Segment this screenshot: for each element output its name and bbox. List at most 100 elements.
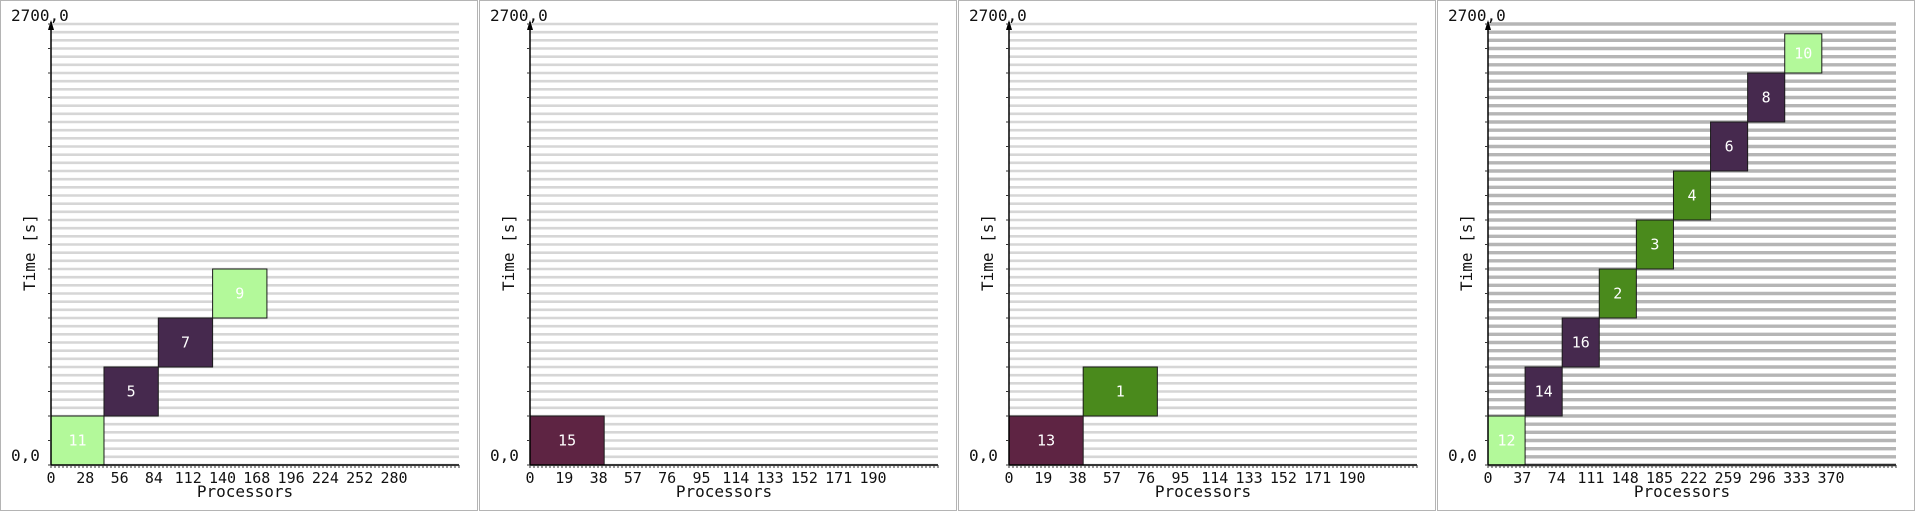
x-axis-label: Processors: [1155, 482, 1251, 501]
job-label-9: 9: [235, 285, 244, 303]
y-bottom-label: 0,0: [490, 446, 519, 465]
x-tick-label: 74: [1548, 469, 1566, 487]
x-tick-label: 84: [145, 469, 163, 487]
job-block-8: [1747, 72, 1786, 123]
y-axis-label: Time [s]: [499, 214, 518, 291]
job-block-16: [1561, 317, 1600, 368]
y-bottom-label: 0,0: [1448, 446, 1477, 465]
x-tick-label: 57: [624, 469, 642, 487]
x-tick-label: 185: [1646, 469, 1673, 487]
x-tick-label: 95: [1171, 469, 1189, 487]
job-block-3: [1635, 219, 1674, 270]
job-label-7: 7: [181, 334, 190, 352]
x-tick-label: 56: [111, 469, 129, 487]
y-bottom-label: 0,0: [11, 446, 40, 465]
chart-svg-1: 11 5 7 9 0 28 56 84 112 140 168 196 224 252 280 Process…: [11, 6, 460, 501]
x-tick-label: 112: [175, 469, 202, 487]
job-block-15: [529, 415, 605, 466]
chart-svg-3: 13 1 0 19 38 57 76 95 114 133 152 171 190 Processors T…: [969, 6, 1418, 501]
job-block-4: [1672, 170, 1712, 221]
y-axis-arrow: [1006, 20, 1012, 30]
job-label-1: 1: [1116, 383, 1125, 401]
x-tick-label: 38: [590, 469, 608, 487]
x-tick-label: 28: [76, 469, 94, 487]
job-block-6: [1710, 121, 1749, 172]
x-tick-label: 37: [1513, 469, 1531, 487]
x-tick-label: 114: [1201, 469, 1228, 487]
x-tick-label: 259: [1715, 469, 1742, 487]
job-block-14: [1524, 366, 1563, 417]
y-top-label: 2700,0: [490, 6, 548, 25]
chart-panel-2: 15 0 19 38 57 76 95 114 133 152 171 190 Processors Ti…: [479, 0, 957, 511]
x-tick-label: 133: [757, 469, 784, 487]
chart-panel-4: 12 14 16 2 3 4 6 8 10 0 37 74 111 148 185 222 259 296 333 3…: [1437, 0, 1915, 511]
x-tick-label: 168: [243, 469, 270, 487]
chart-svg-2: 15 0 19 38 57 76 95 114 133 152 171 190 Processors Ti…: [490, 6, 939, 501]
x-tick-label: 171: [825, 469, 852, 487]
y-axis-arrow: [48, 20, 54, 30]
x-tick-label: 190: [859, 469, 886, 487]
y-top-label: 2700,0: [969, 6, 1027, 25]
y-top-label: 2700,0: [1448, 6, 1506, 25]
x-tick-label: 57: [1103, 469, 1121, 487]
x-tick-label: 148: [1612, 469, 1639, 487]
x-tick-label: 152: [1270, 469, 1297, 487]
x-tick-label: 76: [1137, 469, 1155, 487]
job-block-5: [103, 366, 159, 417]
x-tick-label: 0: [46, 469, 55, 487]
x-tick-label: 296: [1749, 469, 1776, 487]
job-label-11: 11: [68, 432, 86, 450]
x-tick-label: 196: [278, 469, 305, 487]
x-tick-label: 111: [1577, 469, 1604, 487]
x-tick-label: 152: [791, 469, 818, 487]
x-tick-label: 19: [555, 469, 573, 487]
job-label-2: 2: [1613, 285, 1622, 303]
x-tick-label: 133: [1236, 469, 1263, 487]
x-axis-label: Processors: [1634, 482, 1730, 501]
job-label-13: 13: [1037, 432, 1055, 450]
job-block-10: [1784, 33, 1823, 74]
x-tick-label: 190: [1338, 469, 1365, 487]
job-block-1: [1082, 366, 1158, 417]
y-axis-label: Time [s]: [20, 214, 39, 291]
x-tick-label: 333: [1783, 469, 1810, 487]
y-axis-label: Time [s]: [1457, 214, 1476, 291]
x-tick-label: 140: [209, 469, 236, 487]
x-tick-label: 370: [1817, 469, 1844, 487]
job-label-3: 3: [1650, 236, 1659, 254]
job-label-6: 6: [1725, 138, 1734, 156]
chart-panel-1: 11 5 7 9 0 28 56 84 112 140 168 196 224 252 280 Process…: [0, 0, 478, 511]
x-tick-label: 252: [346, 469, 373, 487]
y-axis-arrow: [527, 20, 533, 30]
y-top-label: 2700,0: [11, 6, 69, 25]
x-tick-label: 224: [312, 469, 339, 487]
job-label-5: 5: [127, 383, 136, 401]
x-tick-label: 95: [692, 469, 710, 487]
x-axis-label: Processors: [676, 482, 772, 501]
x-tick-label: 0: [1004, 469, 1013, 487]
chart-panel-3: 13 1 0 19 38 57 76 95 114 133 152 171 190 Processors T…: [958, 0, 1436, 511]
x-axis-label: Processors: [197, 482, 293, 501]
chart-svg-4: 12 14 16 2 3 4 6 8 10 0 37 74 111 148 185 222 259 296 333 3…: [1448, 6, 1897, 501]
y-bottom-label: 0,0: [969, 446, 998, 465]
x-tick-label: 114: [722, 469, 749, 487]
job-label-14: 14: [1535, 383, 1553, 401]
x-tick-label: 76: [658, 469, 676, 487]
job-block-7: [157, 317, 214, 368]
x-tick-label: 280: [380, 469, 407, 487]
x-tick-label: 38: [1069, 469, 1087, 487]
x-tick-label: 19: [1034, 469, 1052, 487]
y-axis-arrow: [1485, 20, 1491, 30]
job-label-16: 16: [1572, 334, 1590, 352]
job-label-10: 10: [1794, 44, 1812, 62]
y-axis-label: Time [s]: [978, 214, 997, 291]
x-tick-label: 222: [1680, 469, 1707, 487]
job-label-12: 12: [1498, 432, 1516, 450]
job-label-4: 4: [1687, 187, 1696, 205]
job-block-2: [1598, 268, 1637, 319]
x-tick-label: 0: [525, 469, 534, 487]
x-tick-label: 171: [1304, 469, 1331, 487]
x-tick-label: 0: [1483, 469, 1492, 487]
job-label-8: 8: [1762, 89, 1771, 107]
job-label-15: 15: [558, 432, 576, 450]
